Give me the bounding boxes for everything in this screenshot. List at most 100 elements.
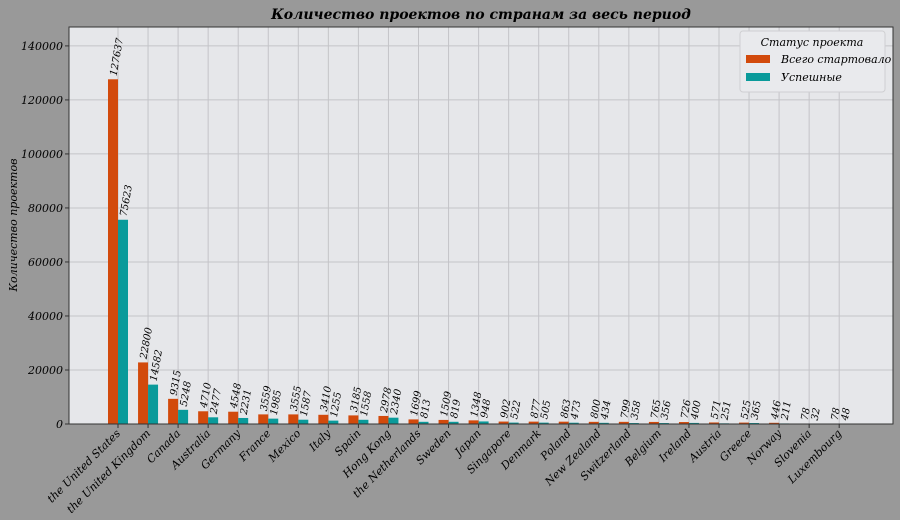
y-tick-label: 140000 — [21, 40, 63, 53]
bar-successful — [508, 422, 519, 424]
bar-total — [558, 421, 569, 424]
data-label-total: 3559 — [259, 384, 274, 412]
data-label-total: 2978 — [379, 387, 394, 415]
data-label-total: 9315 — [169, 369, 184, 396]
bar-total — [648, 421, 659, 424]
bar-total — [108, 79, 118, 424]
chart-title: Количество проектов по странам за весь п… — [270, 7, 691, 23]
x-tick-label: Ireland — [656, 427, 694, 465]
bars — [108, 79, 850, 425]
bar-total — [168, 398, 179, 424]
y-tick-label: 100000 — [21, 148, 63, 161]
data-label-successful: 434 — [599, 400, 613, 422]
legend-swatch-total — [746, 55, 770, 63]
data-label-successful: 1985 — [269, 389, 284, 416]
y-axis-label: Количество проектов — [7, 159, 20, 293]
bar-successful — [388, 417, 399, 424]
data-label-successful: 819 — [449, 398, 463, 419]
bar-total — [228, 411, 239, 424]
legend-label-total: Всего стартовало — [780, 53, 892, 66]
plot-background — [69, 27, 893, 424]
bar-total — [468, 420, 479, 424]
data-label-total: 78 — [800, 407, 813, 421]
data-label-total: 3410 — [319, 385, 334, 413]
bar-successful — [118, 219, 128, 424]
data-label-total: 765 — [650, 399, 664, 420]
bar-successful — [298, 419, 309, 424]
bar-total — [769, 422, 780, 424]
bar-successful — [568, 422, 579, 424]
y-tick-label: 120000 — [21, 94, 63, 107]
y-tick-label: 0 — [56, 418, 63, 431]
legend-swatch-successful — [746, 73, 770, 81]
data-label-successful: 400 — [689, 399, 703, 421]
data-label-successful: 1255 — [329, 391, 344, 418]
data-label-total: 1699 — [409, 389, 424, 417]
bar-successful — [358, 419, 369, 424]
data-label-successful: 14582 — [149, 349, 165, 382]
bar-successful — [418, 421, 429, 424]
y-tick-label: 20000 — [27, 364, 63, 377]
bar-total — [438, 419, 449, 424]
legend-title: Статус проекта — [761, 36, 864, 49]
data-label-total: 571 — [710, 399, 724, 420]
data-label-successful: 75623 — [119, 184, 135, 217]
legend: Статус проекта Всего стартовало Успешные — [739, 30, 892, 93]
bar-successful — [478, 421, 489, 424]
bar-successful — [148, 384, 159, 424]
data-label-successful: 358 — [629, 400, 643, 421]
data-label-total: 4710 — [199, 381, 215, 410]
bar-successful — [268, 418, 279, 424]
data-label-total: 863 — [559, 398, 573, 419]
x-tick-label: Italy — [306, 426, 334, 454]
bar-total — [318, 414, 329, 424]
legend-label-successful: Успешные — [781, 71, 842, 84]
data-label-successful: 2477 — [209, 387, 225, 416]
data-label-total: 525 — [740, 399, 754, 420]
y-tick-label: 40000 — [27, 310, 63, 323]
bar-successful — [538, 422, 549, 424]
bar-successful — [178, 409, 189, 424]
bar-successful — [598, 422, 609, 424]
bar-successful — [688, 422, 699, 424]
data-label-successful: 813 — [419, 399, 433, 420]
data-label-total: 3185 — [349, 386, 364, 413]
bar-total — [258, 414, 269, 424]
data-label-successful: 211 — [780, 400, 794, 422]
x-tick-label: Austria — [686, 427, 724, 465]
data-label-successful: 948 — [479, 398, 493, 419]
data-label-total: 4548 — [229, 382, 244, 410]
data-label-successful: 32 — [810, 407, 823, 421]
bar-total — [408, 419, 419, 424]
bar-successful — [208, 417, 219, 424]
bar-successful — [238, 417, 249, 424]
data-label-successful: 1587 — [299, 390, 314, 418]
plot-frame — [68, 26, 894, 425]
legend-box — [739, 30, 886, 93]
bar-total — [198, 411, 209, 424]
data-label-successful: 473 — [569, 400, 583, 422]
bar-successful — [328, 420, 339, 424]
bar-total — [138, 362, 149, 424]
bar-total — [378, 415, 389, 424]
data-label-total: 446 — [770, 399, 784, 421]
bar-total — [288, 414, 299, 424]
data-label-successful: 505 — [539, 399, 553, 420]
y-axis: 0 20000 40000 60000 80000 100000 120000 140000 — [21, 40, 69, 431]
bar-total — [678, 422, 689, 424]
data-label-successful: 356 — [660, 399, 674, 420]
data-label-total: 3555 — [289, 385, 304, 412]
data-label-successful: 1558 — [359, 390, 374, 417]
data-label-total: 799 — [619, 398, 633, 419]
data-label-total: 1348 — [469, 391, 484, 418]
data-label-successful: 2340 — [389, 388, 405, 417]
y-tick-label: 60000 — [28, 256, 63, 269]
bar-total — [528, 421, 539, 424]
data-label-successful: 5248 — [179, 380, 194, 407]
bar-total — [709, 422, 719, 424]
data-label-total: 877 — [529, 398, 543, 419]
y-tick-label: 80000 — [28, 202, 63, 215]
